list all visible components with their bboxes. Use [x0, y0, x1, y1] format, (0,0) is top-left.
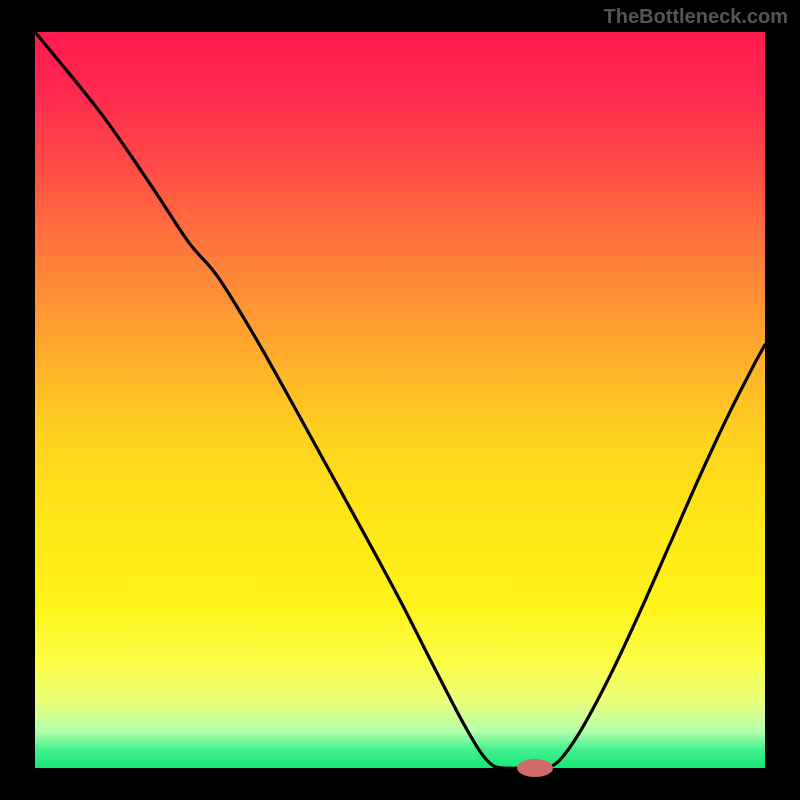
optimal-marker: [517, 759, 553, 777]
plot-background: [35, 32, 765, 768]
stage: TheBottleneck.com: [0, 0, 800, 800]
plot-svg: [0, 0, 800, 800]
watermark-text: TheBottleneck.com: [604, 6, 788, 29]
